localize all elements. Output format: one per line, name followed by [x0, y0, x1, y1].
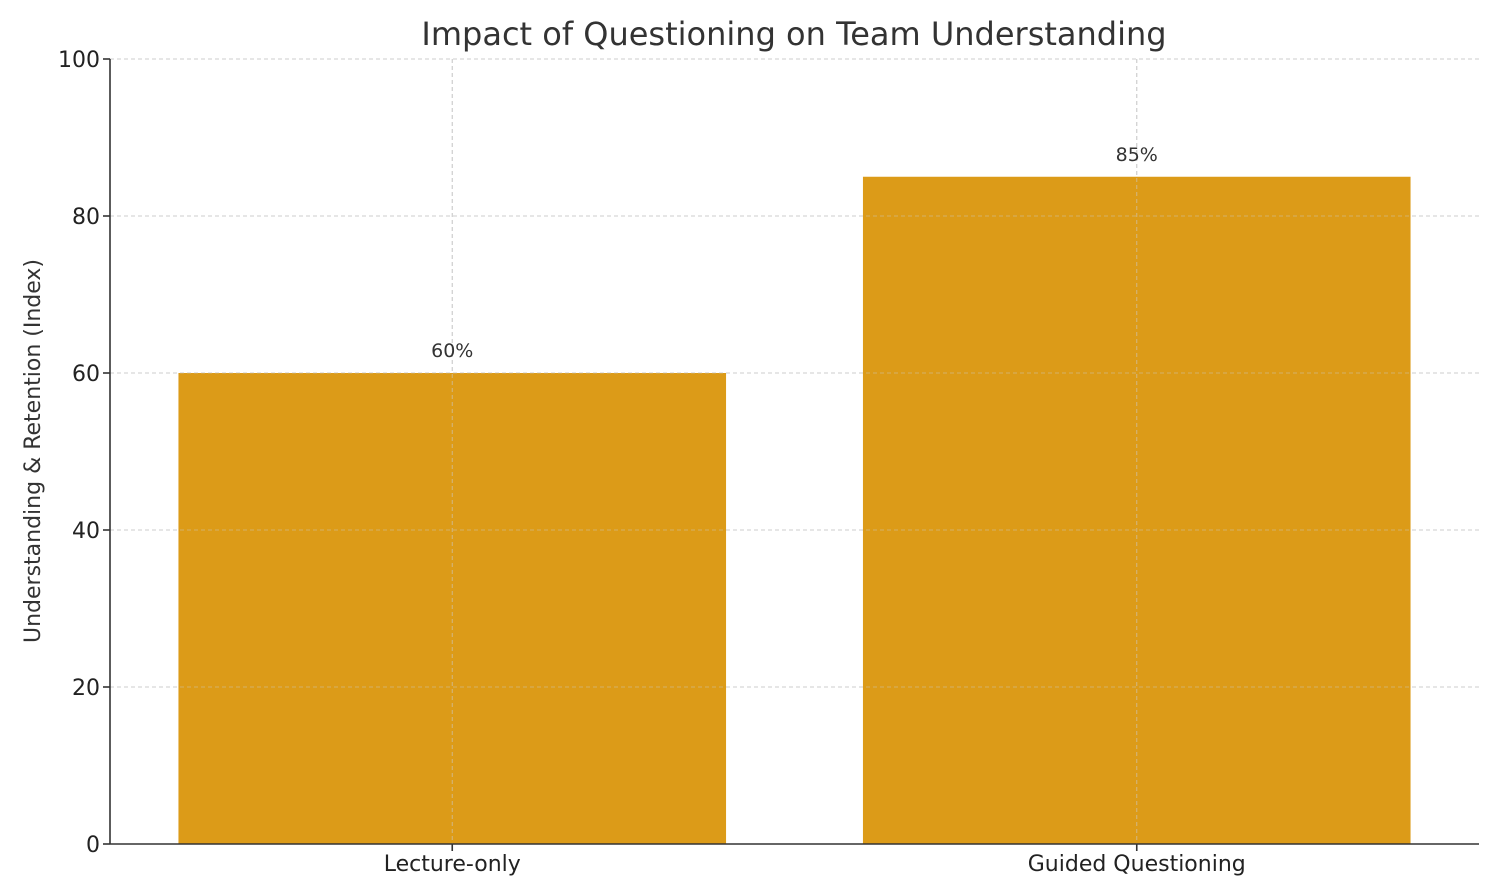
y-axis-label: Understanding & Retention (Index) — [21, 259, 46, 643]
y-tick-label: 60 — [72, 362, 100, 387]
axes — [103, 58, 1479, 851]
y-tick-label: 40 — [72, 519, 100, 544]
y-tick-label: 100 — [58, 48, 100, 73]
chart-title: Impact of Questioning on Team Understand… — [421, 15, 1166, 53]
tick-labels: 0 20 40 60 80 100 Lecture-only Guided Questioni… — [58, 48, 1246, 877]
y-tick-label: 20 — [72, 676, 100, 701]
bar-value-label: 60% — [431, 340, 473, 362]
data-labels: 60% 85% — [431, 144, 1158, 362]
x-tick-label: Guided Questioning — [1028, 852, 1246, 877]
bars — [110, 58, 1479, 844]
bar-value-label: 85% — [1116, 144, 1158, 166]
y-tick-label: 0 — [86, 833, 100, 858]
y-tick-label: 80 — [72, 205, 100, 230]
x-tick-label: Lecture-only — [384, 852, 521, 877]
